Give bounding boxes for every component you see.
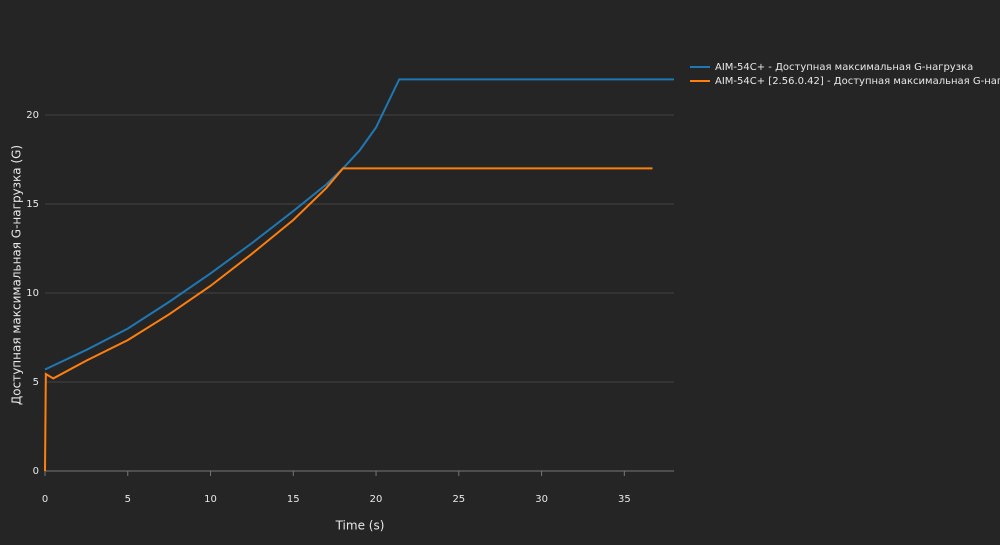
x-tick-label: 25 (452, 494, 465, 505)
x-tick-label: 30 (535, 494, 548, 505)
y-tick-label: 5 (33, 377, 39, 388)
y-tick-label: 10 (26, 288, 39, 299)
y-tick-label: 20 (26, 110, 39, 121)
legend-label[interactable]: AIM-54C+ [2.56.0.42] - Доступная максима… (715, 76, 1000, 87)
x-tick-label: 15 (287, 494, 300, 505)
series-line (44, 167, 653, 472)
x-axis-label: Time (s) (335, 519, 385, 533)
x-tick-label: 35 (618, 494, 631, 505)
legend-label[interactable]: AIM-54C+ - Доступная максимальная G-нагр… (715, 62, 973, 73)
y-tick-label: 0 (33, 466, 39, 477)
x-tick-label: 5 (125, 494, 131, 505)
y-tick-label: 15 (26, 199, 39, 210)
series-line (44, 78, 674, 371)
x-tick-label: 20 (370, 494, 383, 505)
y-axis-label: Доступная максимальная G-нагрузка (G) (10, 145, 24, 405)
x-tick-label: 10 (204, 494, 217, 505)
x-tick-label: 0 (42, 494, 48, 505)
